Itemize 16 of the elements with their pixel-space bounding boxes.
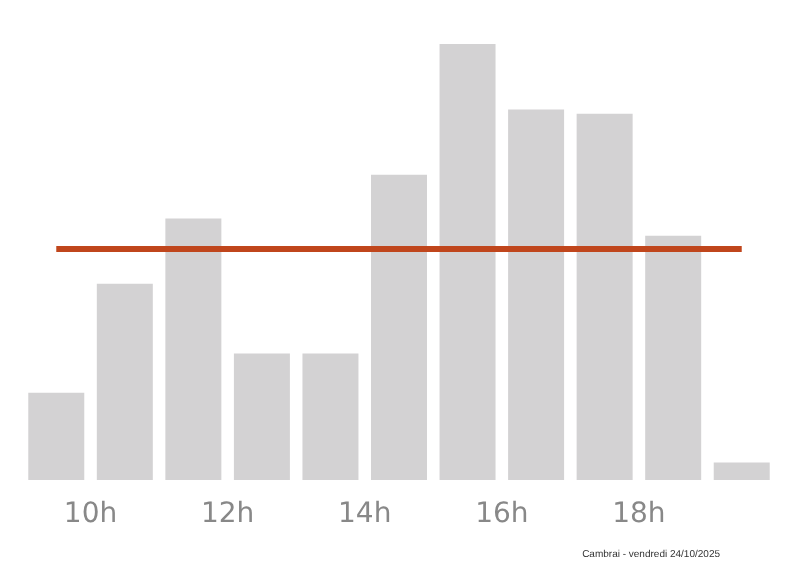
x-tick-label: 12h [200, 498, 255, 530]
bar [439, 44, 496, 480]
bar [645, 235, 702, 480]
x-tick-label: 14h [338, 498, 392, 530]
bar [371, 174, 427, 480]
bar [576, 113, 633, 480]
bar [96, 283, 153, 480]
bar [233, 353, 290, 480]
bar [302, 353, 359, 480]
x-tick-label: 16h [475, 498, 529, 530]
bar [713, 462, 770, 480]
x-tick-label: 10h [63, 498, 118, 530]
bar [508, 109, 565, 480]
x-tick-label: 18h [612, 498, 666, 530]
bar [165, 218, 222, 480]
bar [28, 392, 85, 480]
